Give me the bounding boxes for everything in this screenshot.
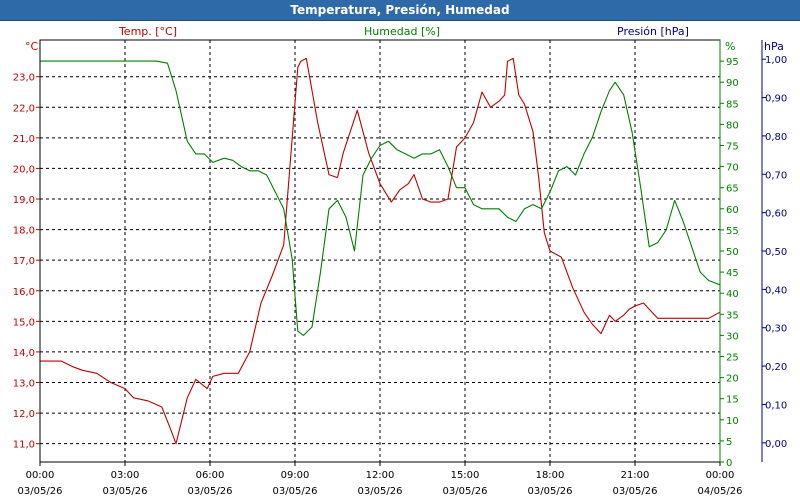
pressure-tick-label: 0,50: [765, 247, 787, 258]
temp-tick-label: 19,0: [13, 195, 35, 206]
humidity-tick-label: 85: [726, 99, 739, 110]
temp-tick-label: 22,0: [13, 103, 35, 114]
pressure-axis-title: Presión [hPa]: [617, 25, 689, 38]
pressure-tick-label: 0,90: [765, 94, 787, 105]
window-title: Temperatura, Presión, Humedad: [0, 0, 800, 21]
pressure-tick-label: 0,80: [765, 132, 787, 143]
pressure-tick-label: 0,10: [765, 400, 787, 411]
pressure-tick-label: 0,30: [765, 324, 787, 335]
temp-tick-label: 15,0: [13, 317, 35, 328]
humidity-line: [40, 60, 721, 336]
humidity-tick-label: 10: [726, 416, 739, 427]
x-tick-date: 03/05/26: [358, 486, 403, 497]
humidity-tick-label: 60: [726, 205, 739, 216]
humidity-tick-label: 80: [726, 120, 739, 131]
humidity-tick-label: 15: [726, 395, 739, 406]
x-tick-time: 06:00: [196, 470, 225, 481]
pressure-tick-label: 0,40: [765, 285, 787, 296]
temp-tick-label: 14,0: [13, 348, 35, 359]
humidity-tick-label: 55: [726, 226, 739, 237]
humidity-tick-label: 50: [726, 247, 739, 258]
grid-lines: [40, 40, 720, 462]
x-tick-time: 21:00: [621, 470, 650, 481]
humidity-tick-label: 25: [726, 353, 739, 364]
humidity-tick-label: 65: [726, 184, 739, 195]
x-tick-time: 00:00: [26, 470, 55, 481]
pressure-tick-label: 0,20: [765, 362, 787, 373]
temp-tick-label: 16,0: [13, 287, 35, 298]
x-tick-date: 03/05/26: [443, 486, 488, 497]
x-tick-time: 03:00: [111, 470, 140, 481]
x-tick-date: 03/05/26: [528, 486, 573, 497]
pressure-unit-label: hPa: [764, 40, 784, 53]
temp-axis-title: Temp. [°C]: [118, 25, 177, 38]
pressure-tick-label: 1,00: [765, 55, 787, 66]
temp-tick-label: 20,0: [13, 164, 35, 175]
temp-unit-label: °C: [25, 40, 39, 53]
x-tick-date: 04/05/26: [698, 486, 743, 497]
temp-tick-label: 13,0: [13, 378, 35, 389]
temperature-line: [40, 57, 721, 445]
x-tick-time: 09:00: [281, 470, 310, 481]
temp-tick-label: 23,0: [13, 73, 35, 84]
humidity-tick-label: 5: [726, 437, 732, 448]
pressure-tick-label: 0,00: [765, 439, 787, 450]
humidity-tick-label: 40: [726, 289, 739, 300]
temp-tick-label: 17,0: [13, 256, 35, 267]
humidity-tick-label: 30: [726, 331, 739, 342]
x-tick-date: 03/05/26: [103, 486, 148, 497]
humidity-unit-label: %: [725, 40, 735, 53]
x-tick-date: 03/05/26: [273, 486, 318, 497]
humidity-tick-label: 95: [726, 57, 739, 68]
humidity-tick-label: 35: [726, 310, 739, 321]
x-tick-date: 03/05/26: [188, 486, 233, 497]
humidity-axis-title: Humedad [%]: [364, 25, 440, 38]
pressure-tick-label: 0,60: [765, 209, 787, 220]
x-tick-time: 00:00: [706, 470, 735, 481]
x-tick-time: 18:00: [536, 470, 565, 481]
series-lines: [40, 57, 721, 445]
x-tick-time: 15:00: [451, 470, 480, 481]
axes: [36, 39, 766, 466]
pressure-tick-label: 0,70: [765, 170, 787, 181]
humidity-tick-label: 45: [726, 268, 739, 279]
x-tick-date: 03/05/26: [613, 486, 658, 497]
humidity-tick-label: 70: [726, 163, 739, 174]
humidity-tick-label: 90: [726, 78, 739, 89]
temp-tick-label: 21,0: [13, 134, 35, 145]
temp-tick-label: 11,0: [13, 440, 35, 451]
tick-labels: 00:00 03/05/26 03:00 03/05/26 06:00 03/05/26 0…: [13, 25, 788, 497]
humidity-tick-label: 75: [726, 142, 739, 153]
humidity-tick-label: 0: [726, 458, 732, 469]
temp-tick-label: 18,0: [13, 226, 35, 237]
humidity-tick-label: 20: [726, 374, 739, 385]
temp-tick-label: 12,0: [13, 409, 35, 420]
x-tick-date: 03/05/26: [18, 486, 63, 497]
x-tick-time: 12:00: [366, 470, 395, 481]
